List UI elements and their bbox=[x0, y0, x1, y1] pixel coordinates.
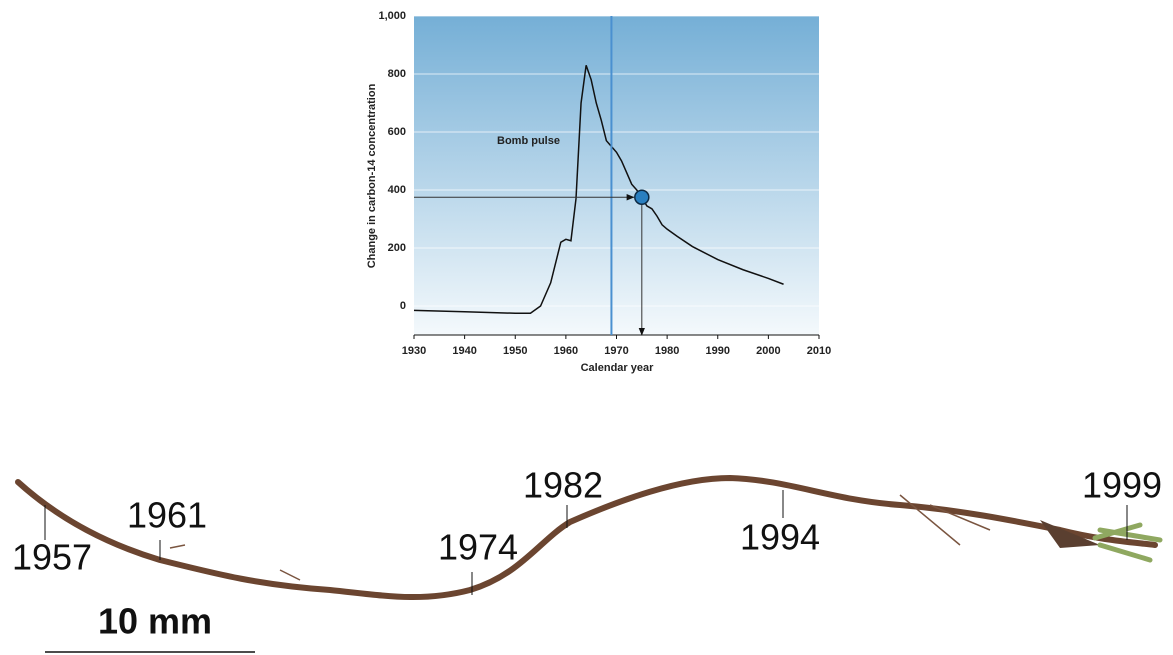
x-tick-label: 1950 bbox=[503, 345, 527, 357]
y-axis-label: Change in carbon-14 concentration bbox=[366, 83, 378, 268]
plot-area bbox=[414, 16, 819, 335]
y-tick-label: 1,000 bbox=[378, 10, 406, 22]
x-tick-label: 1960 bbox=[554, 345, 578, 357]
x-tick-label: 1980 bbox=[655, 345, 679, 357]
year-label: 1994 bbox=[740, 517, 820, 558]
x-tick-label: 1990 bbox=[706, 345, 730, 357]
x-tick-label: 2010 bbox=[807, 345, 831, 357]
year-label: 1957 bbox=[12, 537, 92, 578]
y-tick-label: 400 bbox=[388, 184, 406, 196]
x-tick-label: 1930 bbox=[402, 345, 426, 357]
y-tick-label: 0 bbox=[400, 300, 406, 312]
page: Bomb pulse Calendar year Change in carbo… bbox=[0, 0, 1173, 655]
x-tick-label: 2000 bbox=[756, 345, 780, 357]
year-label: 1982 bbox=[523, 465, 603, 506]
y-tick-label: 600 bbox=[388, 126, 406, 138]
marker-point bbox=[635, 190, 649, 204]
annotation: Bomb pulse bbox=[497, 135, 560, 147]
x-axis-label: Calendar year bbox=[581, 362, 654, 374]
x-tick-label: 1970 bbox=[604, 345, 628, 357]
scale-bar-label: 10 mm bbox=[98, 601, 212, 642]
year-label: 1961 bbox=[127, 495, 207, 536]
year-label: 1974 bbox=[438, 527, 518, 568]
year-label: 1999 bbox=[1082, 465, 1162, 506]
y-tick-label: 800 bbox=[388, 68, 406, 80]
y-tick-label: 200 bbox=[388, 242, 406, 254]
x-tick-label: 1940 bbox=[452, 345, 476, 357]
